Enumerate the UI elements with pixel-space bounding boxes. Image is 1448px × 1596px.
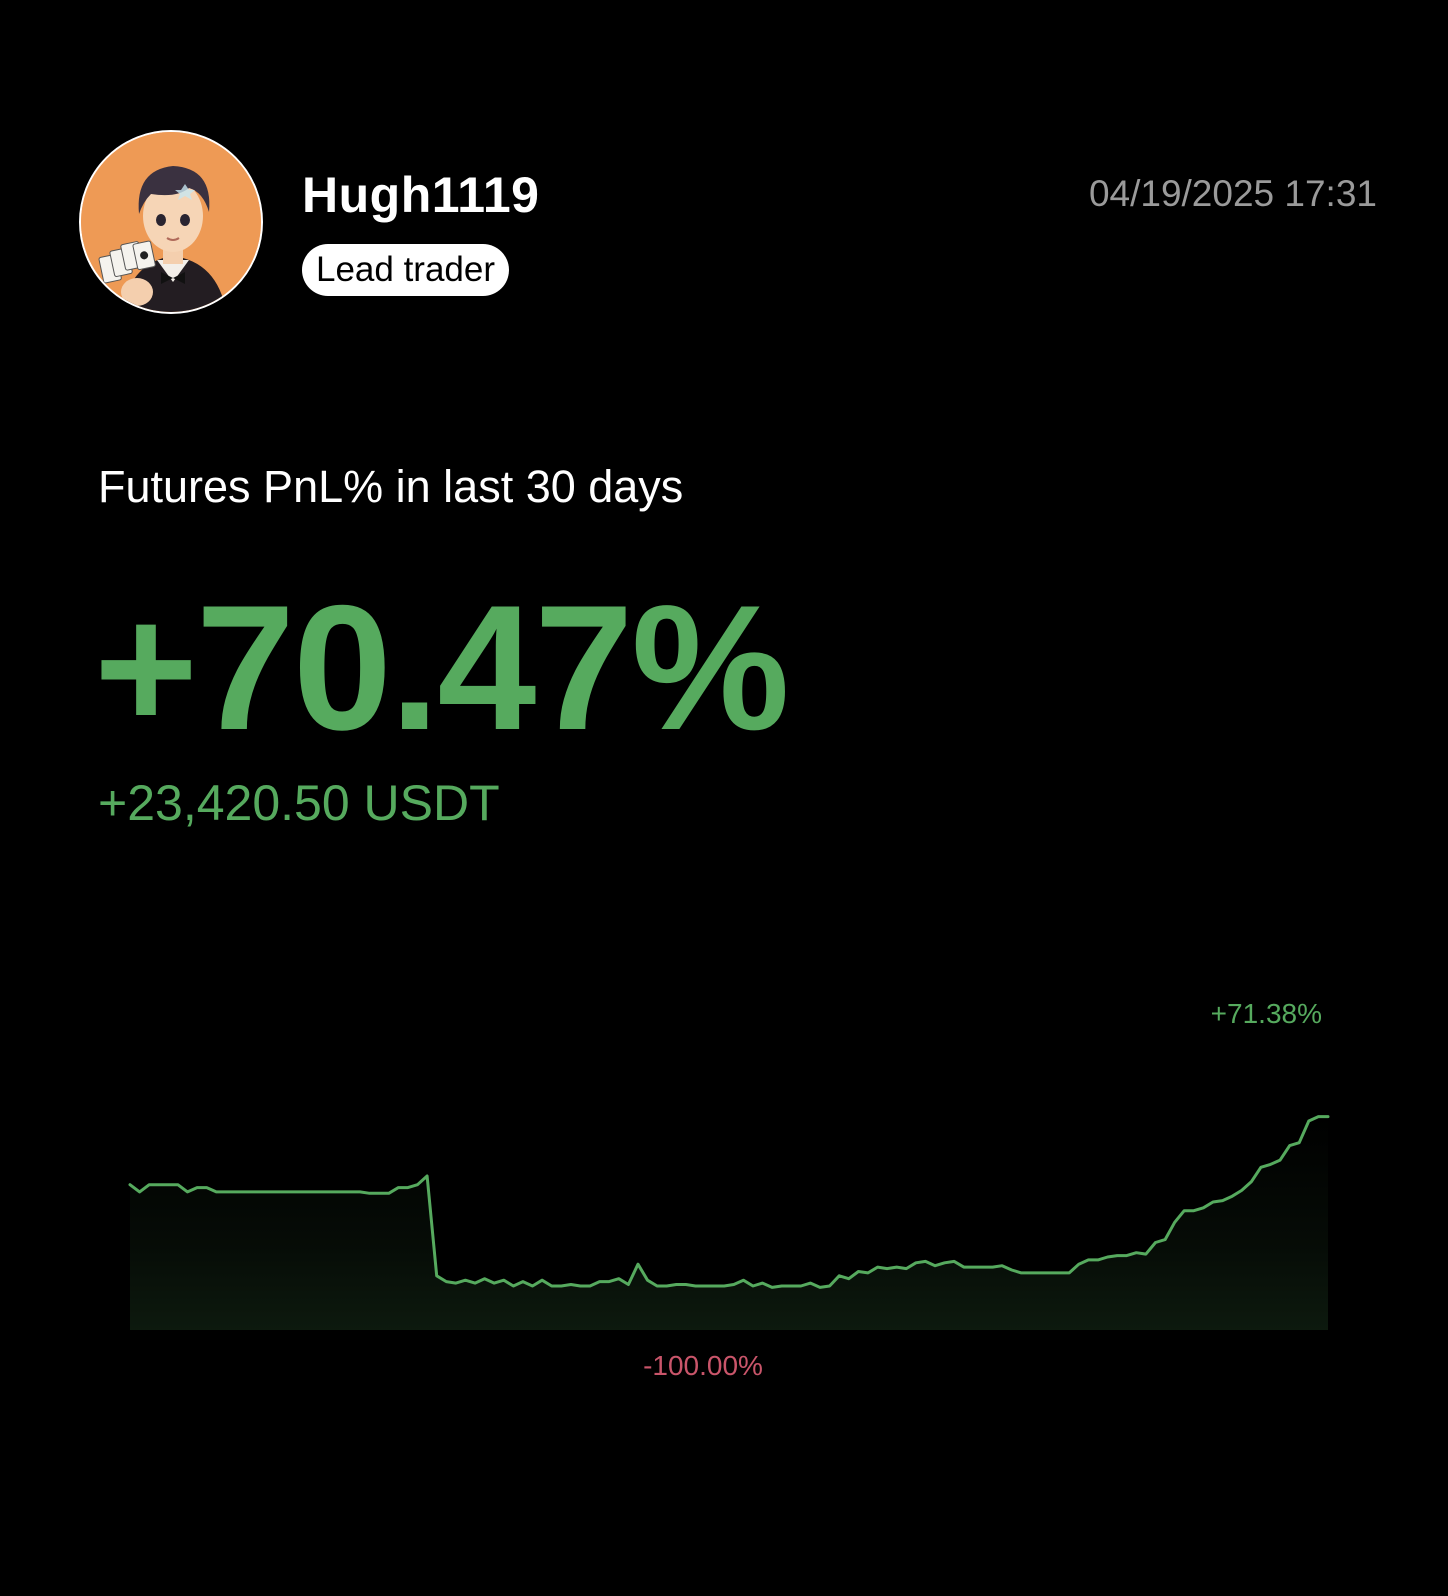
min-value-label: -100.00%: [643, 1350, 763, 1381]
pnl-area-fill: [130, 1116, 1328, 1330]
max-value-label: +71.38%: [1211, 998, 1322, 1029]
pnl-series-line: [128, 1115, 1330, 1289]
section-title: Futures PnL% in last 30 days: [98, 461, 684, 512]
avatar: [79, 130, 263, 314]
timestamp: 04/19/2025 17:31: [1088, 173, 1377, 214]
pnl-amount-value: +23,420.50 USDT: [98, 775, 500, 831]
role-badge: Lead trader: [302, 244, 510, 296]
username: Hugh1119: [302, 167, 540, 223]
pnl-percent-value: +70.47%: [94, 568, 790, 767]
trader-avatar-icon: [81, 132, 261, 312]
